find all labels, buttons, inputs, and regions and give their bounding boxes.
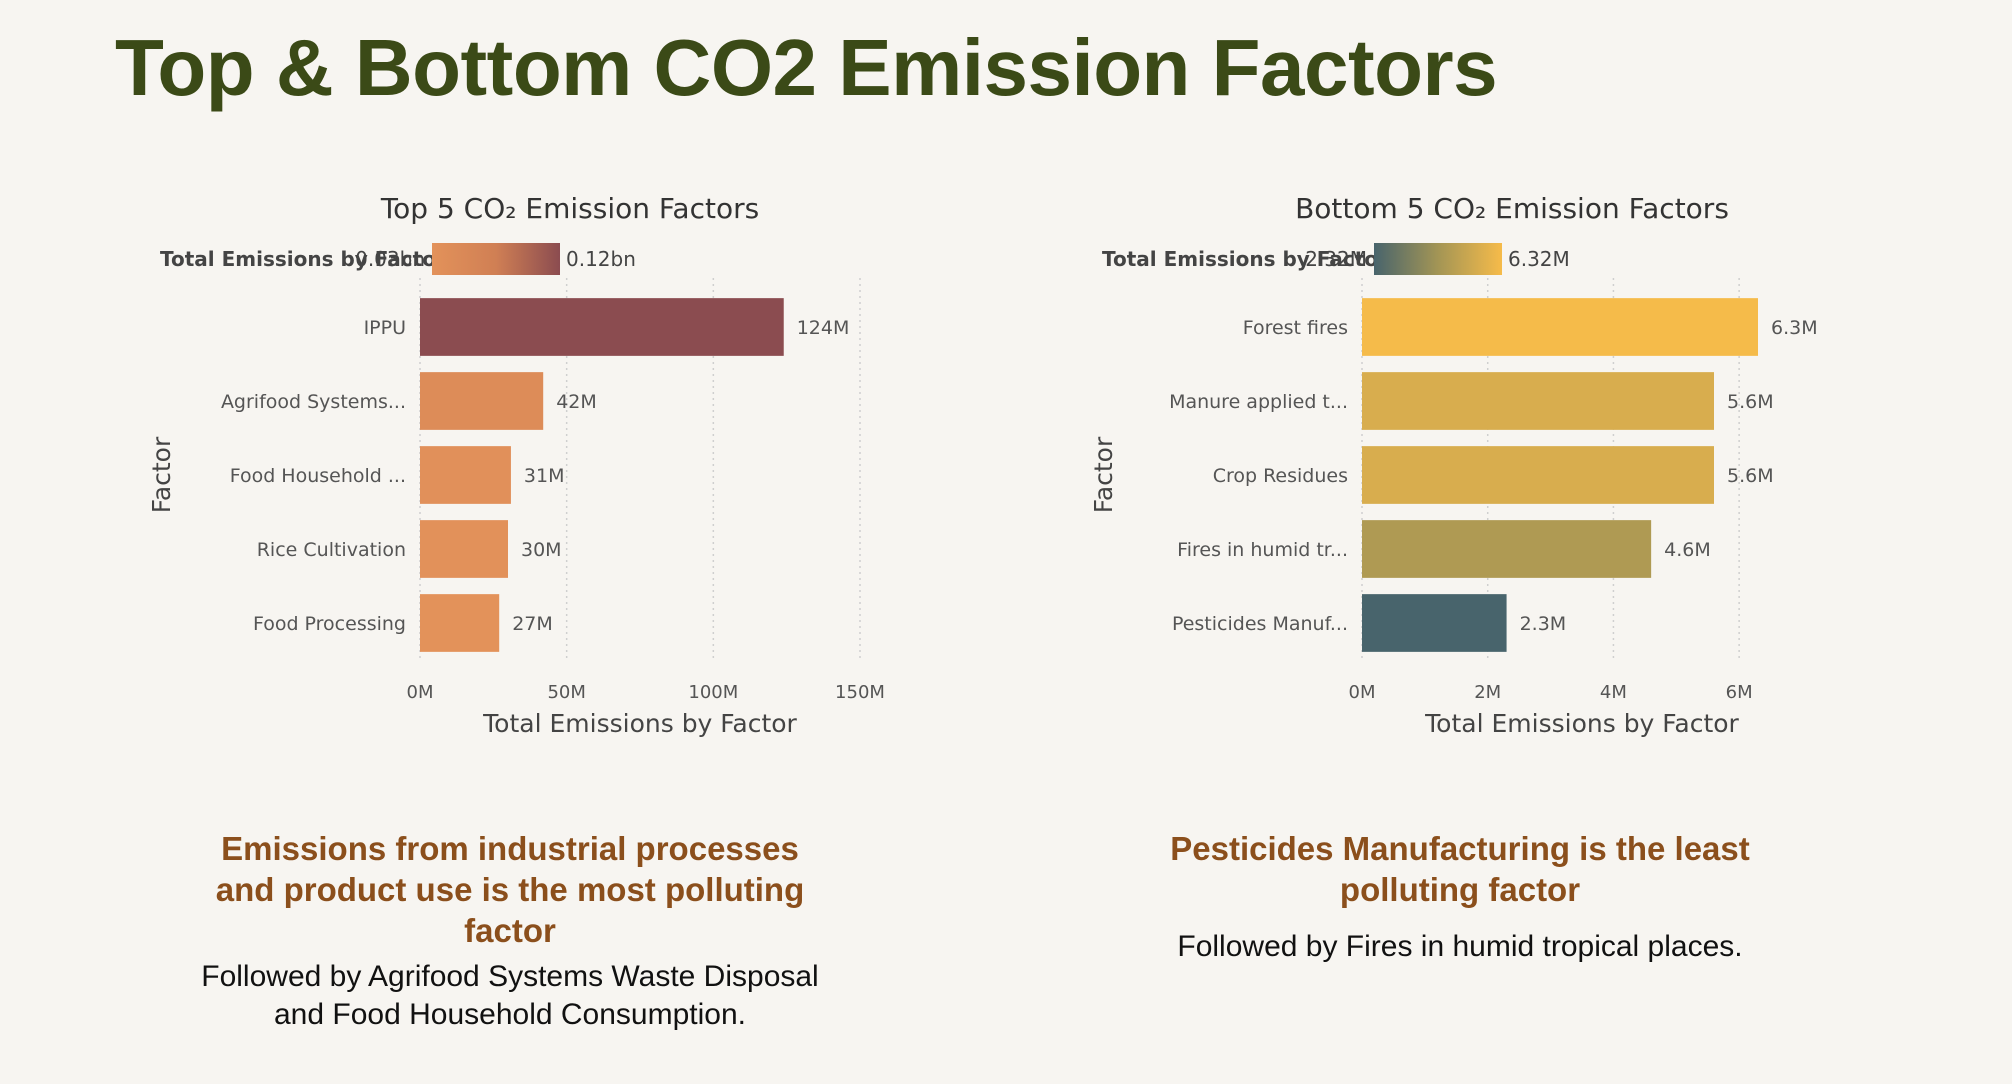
y-axis-title: Factor [147,436,176,513]
colorbar-label: Total Emissions by Factor [1102,247,1388,271]
y-axis-title: Factor [1089,436,1118,513]
y-tick-label: Manure applied t... [1169,391,1348,413]
bar [1362,298,1758,356]
data-label: 4.6M [1664,539,1711,561]
colorbar-max-label: 0.12bn [566,247,636,271]
y-tick-label: Forest fires [1243,317,1348,339]
x-tick-label: 0M [407,682,434,703]
bar [1362,372,1714,430]
colorbar-min-label: 2.32M [1305,247,1367,271]
x-tick-label: 100M [688,682,738,703]
bar [420,372,544,430]
data-label: 5.6M [1727,465,1774,487]
chart-title: Top 5 CO₂ Emission Factors [380,192,759,225]
page-title: Top & Bottom CO2 Emission Factors [115,23,1498,112]
bottom-insight-subtext: Followed by Fires in humid tropical plac… [1177,930,1743,963]
data-label: 42M [556,391,597,413]
colorbar-min-label: 0.03bn [355,247,425,271]
x-axis-title: Total Emissions by Factor [482,709,797,738]
bar [1362,520,1652,578]
y-tick-label: Crop Residues [1213,465,1348,487]
x-tick-label: 0M [1349,682,1376,703]
y-tick-label: Food Household ... [230,465,406,487]
bottom-emissions-chart: Bottom 5 CO₂ Emission Factors Total Emiss… [1089,192,1818,738]
colorbar-label: Total Emissions by Factor [160,247,446,271]
y-tick-label: Fires in humid tr... [1177,539,1348,561]
top-insight-headline: Emissions from industrial processes and … [215,830,805,949]
x-tick-label: 150M [835,682,885,703]
data-label: 27M [512,613,553,635]
y-tick-label: Agrifood Systems... [221,391,406,413]
top-emissions-chart: Top 5 CO₂ Emission Factors Total Emission… [147,192,885,738]
bar [420,594,500,652]
chart-title: Bottom 5 CO₂ Emission Factors [1295,192,1729,225]
data-label: 31M [524,465,565,487]
x-tick-label: 6M [1726,682,1753,703]
x-axis-title: Total Emissions by Factor [1424,709,1739,738]
top-insight-subtext: Followed by Agrifood Systems Waste Dispo… [201,960,819,1031]
y-tick-label: Pesticides Manuf... [1172,613,1348,635]
bar [420,520,508,578]
data-label: 5.6M [1727,391,1774,413]
y-tick-label: Rice Cultivation [257,539,406,561]
bar [1362,446,1714,504]
data-label: 30M [521,539,562,561]
bar [420,298,784,356]
bottom-insight-headline: Pesticides Manufacturing is the least po… [1170,830,1750,908]
x-tick-label: 50M [547,682,585,703]
bar [420,446,511,504]
x-tick-label: 2M [1474,682,1501,703]
data-label: 124M [797,317,850,339]
x-tick-label: 4M [1600,682,1627,703]
colorbar-gradient [432,243,560,275]
data-label: 2.3M [1520,613,1567,635]
data-label: 6.3M [1771,317,1818,339]
y-tick-label: Food Processing [253,613,406,635]
y-tick-label: IPPU [364,317,406,339]
bar [1362,594,1507,652]
colorbar-max-label: 6.32M [1508,247,1570,271]
colorbar-gradient [1374,243,1502,275]
